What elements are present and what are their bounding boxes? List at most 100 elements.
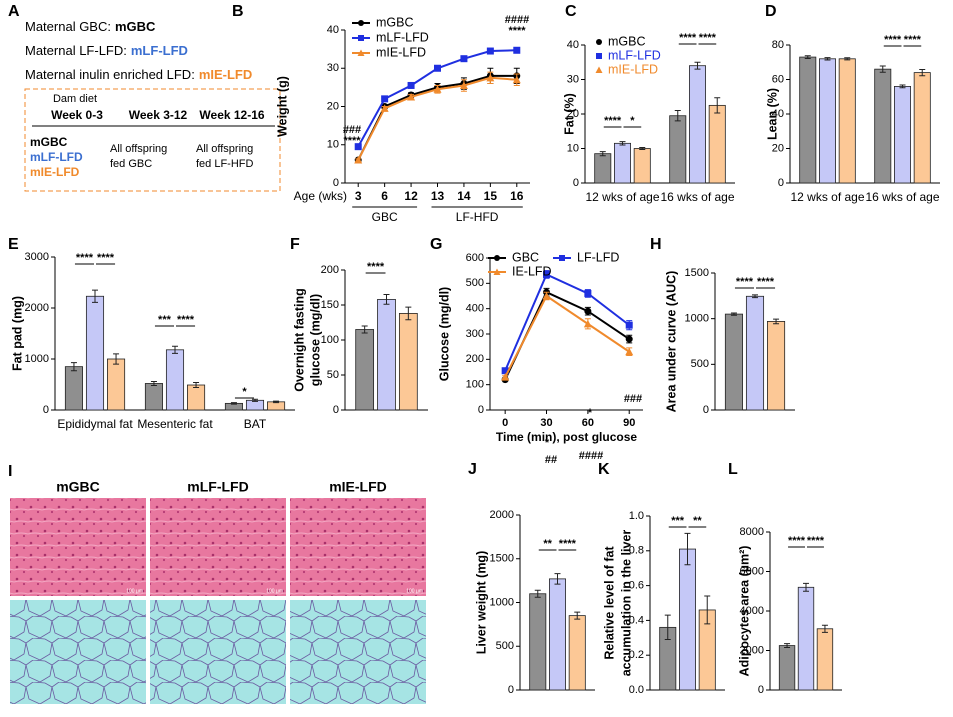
- y-axis-label: Liver weight (mg): [474, 551, 488, 654]
- y-tick-label: 50: [327, 369, 339, 381]
- x-tick-label: 14: [457, 189, 471, 203]
- error-bar: [405, 306, 412, 321]
- marker: [434, 64, 441, 72]
- liver-image: [10, 498, 146, 596]
- cell: All offspring: [196, 143, 253, 155]
- dashed-box: [24, 88, 281, 192]
- marker: [459, 81, 468, 89]
- panel-label: J: [468, 461, 477, 478]
- error-bar: [704, 595, 711, 625]
- y-tick-label: 0: [758, 684, 764, 696]
- y-axis-label: Area under curve (AUC): [664, 271, 678, 413]
- y-tick-label: 1000: [490, 596, 514, 608]
- x-axis-label: Time (min), post glucose: [496, 430, 637, 444]
- legend-label: mIE-LFD: [376, 45, 426, 59]
- annotation: ****: [699, 32, 717, 44]
- error-bar: [821, 624, 828, 633]
- panel-label: G: [430, 236, 442, 253]
- y-axis-label: Relative level of fat: [602, 546, 616, 660]
- error-bar: [599, 151, 606, 157]
- error-bar: [574, 611, 581, 620]
- annotation: ****: [807, 535, 825, 547]
- adipose-image: [150, 600, 286, 704]
- y-tick-label: 100: [321, 334, 339, 346]
- legend-label: LF-LFD: [577, 250, 619, 264]
- y-tick-label: 10: [327, 139, 339, 151]
- bar: [85, 295, 105, 411]
- y-tick-label: 2000: [740, 644, 764, 656]
- adipose-image: [290, 600, 426, 704]
- y-axis-label: Overnight fasting: [292, 288, 306, 391]
- legend-line: Maternal LF-LFD: mLF-LFD: [25, 43, 188, 58]
- y-tick-label: 1500: [490, 553, 514, 565]
- error-bar: [694, 61, 701, 70]
- y-tick-label: 0.2: [629, 649, 644, 661]
- cell: fed LF-HFD: [196, 158, 254, 170]
- error-bar: [150, 380, 157, 387]
- marker: [381, 95, 389, 103]
- error-bar: [773, 318, 780, 325]
- panel-label: D: [765, 3, 777, 20]
- y-axis-label: Fat (%): [562, 93, 576, 135]
- y-tick-label: 60: [772, 73, 784, 85]
- scale-bar: 100 µm: [406, 588, 423, 594]
- annotation: ****: [76, 252, 94, 264]
- panel-label: A: [8, 3, 20, 20]
- annotation: *: [588, 407, 593, 419]
- marker: [357, 49, 365, 56]
- y-tick-label: 40: [567, 39, 579, 51]
- cell: fed GBC: [110, 158, 152, 170]
- x-tick-label: 12: [404, 189, 418, 203]
- bar: [165, 349, 185, 411]
- error-bar: [619, 141, 626, 146]
- y-tick-label: 100: [466, 379, 484, 391]
- error-bar: [273, 400, 280, 404]
- error-bar: [674, 110, 681, 122]
- y-tick-label: 0: [573, 177, 579, 189]
- panel: L Adipocytes area (µm²) 0 2000 4000 6000 8000 *…: [728, 461, 842, 696]
- legend-label: IE-LFD: [512, 264, 552, 278]
- y-tick-label: 10: [567, 142, 579, 154]
- diet: mIE-LFD: [30, 165, 80, 179]
- marker: [583, 319, 592, 328]
- panel: D Lean (%) 0 20 40 60 80 12 wks of age 16 wks of…: [765, 3, 940, 204]
- text: Maternal GBC:: [25, 19, 111, 34]
- group-name: mGBC: [115, 19, 156, 34]
- annotation: ****: [788, 535, 806, 547]
- series-line: [504, 294, 630, 378]
- legend-label: mLF-LFD: [608, 48, 661, 62]
- y-tick-label: 80: [772, 39, 784, 51]
- y-tick-label: 6000: [740, 565, 764, 577]
- y-tick-label: 1000: [685, 313, 709, 325]
- bar: [838, 58, 856, 184]
- marker: [584, 307, 592, 315]
- y-tick-label: 0.8: [629, 545, 644, 557]
- column-header: Week 12-16: [199, 108, 264, 122]
- y-tick-label: 0: [333, 404, 339, 416]
- panel: K Relative level of fat accumulation in th…: [598, 461, 725, 696]
- annotation: ****: [367, 261, 385, 273]
- annotation: *: [630, 115, 635, 127]
- error-bar: [639, 146, 646, 151]
- bar: [874, 68, 892, 184]
- series-line: [504, 273, 630, 372]
- bar: [797, 586, 815, 691]
- x-tick-label: 90: [623, 417, 635, 429]
- marker: [380, 104, 389, 112]
- x-tick-label: 30: [540, 417, 552, 429]
- y-tick-label: 500: [466, 277, 484, 289]
- annotation: ****: [679, 32, 697, 44]
- bar: [767, 321, 786, 411]
- bar: [689, 65, 706, 184]
- annotation: ****: [904, 34, 922, 46]
- scale-bar: 100 µm: [266, 588, 283, 594]
- annotation: ****: [559, 538, 577, 550]
- panel: E Fat pad (mg) 0 1000 2000 3000 Epididymal fat…: [8, 236, 295, 431]
- column-header: Week 3-12: [129, 108, 188, 122]
- panel-label: B: [232, 3, 244, 20]
- x-tick-label: 12 wks of age: [585, 190, 659, 204]
- marker: [460, 55, 468, 63]
- x-tick-label: 6: [381, 189, 388, 203]
- panel-label: C: [565, 3, 577, 20]
- panel-a: A Maternal GBC: mGBC Maternal LF-LFD: mLF-…: [8, 3, 281, 192]
